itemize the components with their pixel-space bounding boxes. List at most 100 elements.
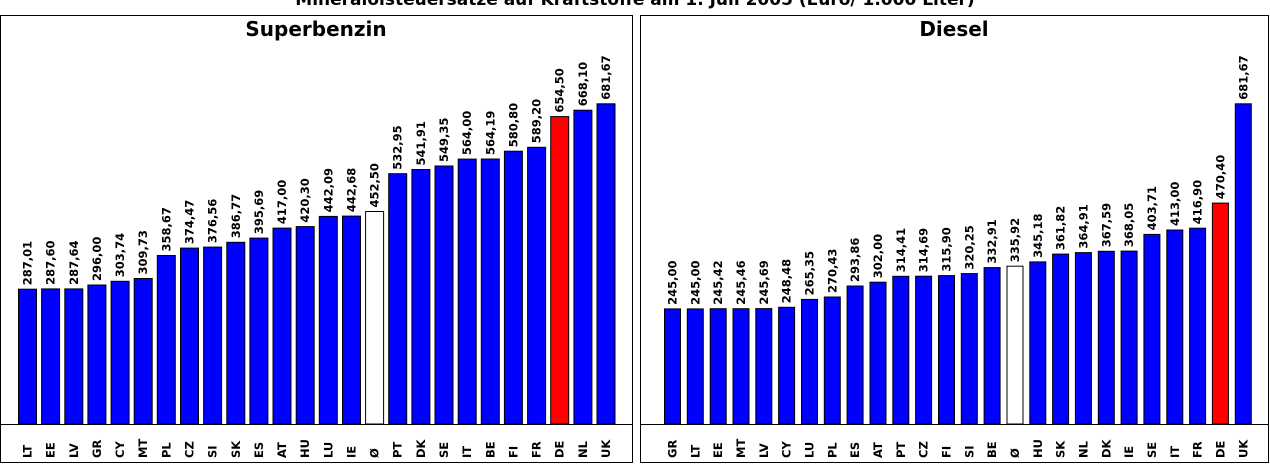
- bar-diesel: [1143, 233, 1161, 425]
- bar-superbenzin: [480, 158, 500, 425]
- bar-value-label: 358,67: [159, 207, 173, 251]
- bar-superbenzin: [110, 280, 130, 425]
- bar-value-label: 589,20: [530, 99, 544, 143]
- x-tick-label: BE: [483, 441, 497, 458]
- x-tick-label: DE: [1213, 440, 1227, 458]
- x-tick-label: NL: [1076, 440, 1090, 458]
- bar-value-label: 549,35: [437, 118, 451, 162]
- bar-value-label: 413,00: [1168, 182, 1182, 226]
- bar-superbenzin: [226, 241, 246, 425]
- bar-diesel: [755, 308, 773, 425]
- bar-diesel: [1074, 252, 1092, 425]
- bar-diesel: [1234, 103, 1252, 425]
- bar-value-label: 364,91: [1076, 204, 1090, 248]
- bar-superbenzin: [573, 109, 593, 425]
- bar-value-label: 245,00: [666, 261, 680, 305]
- bar-value-label: 332,91: [985, 219, 999, 263]
- x-tick-label: MT: [734, 439, 748, 458]
- x-tick-label: PL: [159, 442, 173, 458]
- x-tick-label: EE: [44, 442, 58, 458]
- bars-layer: 287,01 LT 287,60 EE 287,64 LV 296,00 GR 303,74 CY…: [18, 55, 1252, 458]
- bar-value-label: 314,41: [894, 228, 908, 272]
- bar-value-label: 345,18: [1031, 214, 1045, 258]
- bar-value-label: 374,47: [183, 200, 197, 244]
- bar-value-label: 668,10: [576, 62, 590, 106]
- bar-value-label: 416,90: [1191, 180, 1205, 224]
- bar-value-label: 293,86: [848, 238, 862, 282]
- x-tick-label: AT: [871, 442, 885, 458]
- bar-superbenzin: [87, 284, 107, 425]
- x-tick-label: BE: [985, 441, 999, 458]
- bar-superbenzin: [411, 169, 431, 425]
- x-tick-label: SI: [206, 445, 220, 458]
- bar-value-label: 654,50: [553, 68, 567, 112]
- bar-superbenzin: [457, 158, 477, 425]
- bar-diesel: [1029, 261, 1047, 425]
- bar-value-label: 580,80: [506, 103, 520, 147]
- bar-diesel: [846, 285, 864, 425]
- bar-value-label: 296,00: [90, 237, 104, 281]
- bar-diesel: [1097, 250, 1115, 425]
- bar-superbenzin: [18, 288, 37, 425]
- bar-value-label: 245,00: [688, 261, 702, 305]
- bar-diesel: [823, 296, 841, 425]
- x-tick-label: GR: [90, 440, 104, 458]
- x-tick-label: IE: [1122, 446, 1136, 458]
- bar-superbenzin: [272, 227, 292, 425]
- x-tick-label: CY: [113, 441, 127, 458]
- x-tick-label: CY: [780, 441, 794, 458]
- bar-diesel: [732, 308, 750, 425]
- x-tick-label: LT: [688, 445, 702, 458]
- bar-value-label: 314,69: [917, 228, 931, 272]
- x-tick-label: IT: [1168, 446, 1182, 458]
- bar-value-label: 403,71: [1145, 186, 1159, 230]
- bar-diesel: [915, 275, 933, 425]
- x-tick-label: LT: [21, 445, 35, 458]
- bar-superbenzin: [550, 116, 570, 425]
- x-tick-label: LV: [67, 443, 81, 458]
- x-tick-label: IT: [460, 446, 474, 458]
- bar-diesel: [686, 308, 704, 425]
- x-tick-label: IE: [345, 446, 359, 458]
- bar-value-label: 376,56: [206, 199, 220, 243]
- x-tick-label: HU: [298, 439, 312, 458]
- x-tick-label: FI: [940, 446, 954, 458]
- x-tick-label: ES: [252, 442, 266, 458]
- bar-value-label: 287,64: [67, 241, 81, 285]
- x-tick-label: FR: [1191, 441, 1205, 458]
- bar-value-label: 532,95: [391, 125, 405, 169]
- bar-value-label: 309,73: [136, 230, 150, 274]
- bar-superbenzin: [133, 278, 153, 425]
- bar-value-label: 420,30: [298, 178, 312, 222]
- bar-diesel: [778, 306, 796, 425]
- bar-value-label: 442,68: [345, 168, 359, 212]
- bar-diesel: [938, 275, 955, 425]
- bar-value-label: 245,46: [734, 260, 748, 304]
- bar-value-label: 367,59: [1099, 203, 1113, 247]
- bar-superbenzin: [318, 215, 338, 425]
- bar-superbenzin: [156, 255, 176, 425]
- bar-value-label: 564,19: [483, 111, 497, 155]
- bar-value-label: 442,09: [321, 168, 335, 212]
- bar-superbenzin: [527, 146, 547, 425]
- bar-value-label: 541,91: [414, 121, 428, 165]
- bar-diesel: [709, 308, 727, 425]
- bar-diesel: [960, 273, 978, 425]
- x-tick-label: FR: [530, 441, 544, 458]
- x-tick-label: SK: [229, 440, 243, 458]
- bar-diesel: [1189, 227, 1207, 425]
- bar-value-label: 265,35: [803, 251, 817, 295]
- x-tick-label: HU: [1031, 439, 1045, 458]
- bar-superbenzin: [203, 246, 223, 425]
- x-tick-label: AT: [275, 442, 289, 458]
- bar-value-label: 681,67: [599, 55, 613, 99]
- x-tick-label: DE: [553, 440, 567, 458]
- x-tick-label: CZ: [917, 441, 931, 458]
- bar-value-label: 361,82: [1054, 206, 1068, 250]
- bar-superbenzin: [365, 211, 385, 425]
- x-tick-label: UK: [599, 439, 613, 458]
- x-tick-label: EE: [711, 442, 725, 458]
- bar-value-label: 302,00: [871, 234, 885, 278]
- bar-diesel: [801, 298, 818, 425]
- bar-diesel: [983, 267, 1001, 425]
